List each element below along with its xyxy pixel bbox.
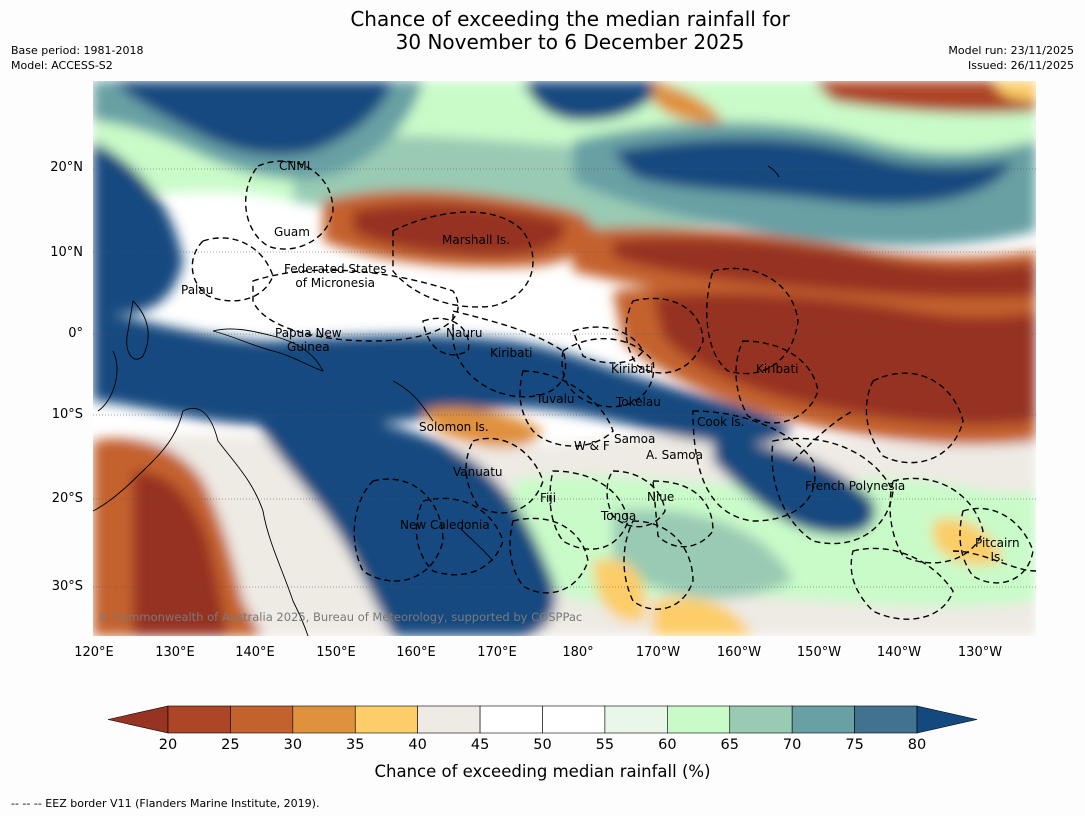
- label-guam: Guam: [274, 225, 310, 239]
- label-fsm-line-2: of Micronesia: [295, 276, 376, 290]
- colorbar-tick-label: 30: [283, 737, 303, 753]
- label-nauru: Nauru: [446, 326, 483, 340]
- label-palau: Palau: [181, 283, 214, 297]
- label-pitcairn-line-1: Pitcairn: [975, 536, 1020, 550]
- label-png-line-2: Guinea: [287, 340, 330, 354]
- lat-label-20n: 20°N: [50, 160, 83, 175]
- colorbar-tick-label: 55: [595, 737, 615, 753]
- colorbar-tick-label: 50: [533, 737, 552, 753]
- colorbar-segment: [167, 705, 231, 734]
- label-marshall-islands: Marshall Is.: [442, 233, 510, 247]
- lon-label-130e: 130°E: [155, 645, 195, 660]
- colorbar-tick-label: 45: [470, 737, 490, 753]
- lon-label-160w: 160°W: [716, 645, 762, 660]
- lat-label-20s: 20°S: [51, 491, 83, 506]
- label-tokelau: Tokelau: [616, 395, 661, 409]
- colorbar-tick-label: 60: [658, 737, 677, 753]
- coastlines: [93, 165, 780, 636]
- label-samoa: Samoa: [614, 432, 656, 446]
- chart-title: Chance of exceeding the median rainfall …: [0, 8, 1085, 54]
- lat-label-10n: 10°N: [50, 245, 83, 260]
- label-french-polynesia: French Polynesia: [805, 479, 906, 493]
- colorbar-segment: [354, 705, 418, 734]
- label-kiribati-central: Kiribati: [611, 362, 654, 376]
- rainfall-map[interactable]: [93, 81, 1036, 636]
- lat-label-10s: 10°S: [51, 407, 83, 422]
- meta-right: Model run: 23/11/2025 Issued: 26/11/2025: [948, 43, 1074, 73]
- title-line-1: Chance of exceeding the median rainfall …: [350, 7, 790, 31]
- label-vanuatu: Vanuatu: [453, 465, 503, 479]
- colorbar-segment: [729, 705, 793, 734]
- lon-label-180: 180°: [562, 645, 594, 660]
- lon-label-140e: 140°E: [235, 645, 275, 660]
- model-run: Model run: 23/11/2025: [948, 44, 1074, 57]
- lat-label-0: 0°: [68, 326, 83, 341]
- lat-label-30s: 30°S: [51, 579, 83, 594]
- label-tuvalu: Tuvalu: [536, 392, 575, 406]
- label-cnmi: CNMI: [279, 159, 311, 173]
- label-kiribati-east: Kiribati: [756, 362, 799, 376]
- lon-label-140w: 140°W: [876, 645, 922, 660]
- colorbar-segment: [230, 705, 294, 734]
- colorbar-segment: [292, 705, 356, 734]
- graticule: [93, 168, 1036, 588]
- colorbar-tick-label: 65: [720, 737, 739, 753]
- rainfall-field: [93, 81, 1036, 636]
- label-png: Papua New Guinea: [275, 326, 342, 354]
- colorbar-segment: [479, 705, 543, 734]
- lon-label-170e: 170°E: [477, 645, 517, 660]
- label-fiji: Fiji: [540, 491, 557, 505]
- colorbar-tick-label: 25: [221, 737, 240, 753]
- colorbar-tick-label: 75: [845, 737, 864, 753]
- base-period: Base period: 1981-2018: [11, 44, 144, 57]
- lon-label-160e: 160°E: [396, 645, 436, 660]
- colorbar-segment: [542, 705, 606, 734]
- label-fsm-line-1: Federated States: [284, 262, 387, 276]
- label-solomon-islands: Solomon Is.: [419, 420, 489, 434]
- label-pitcairn: Pitcairn Is.: [975, 536, 1020, 564]
- colorbar-arrow-low: [107, 705, 169, 734]
- colorbar-segment: [854, 705, 918, 734]
- colorbar-tick-label: 35: [346, 737, 365, 753]
- colorbar: [107, 705, 978, 734]
- lon-label-150e: 150°E: [316, 645, 356, 660]
- colorbar-tick-label: 20: [158, 737, 178, 753]
- lon-label-170w: 170°W: [635, 645, 681, 660]
- label-wallis-futuna: W & F: [574, 439, 610, 453]
- lon-label-150w: 150°W: [796, 645, 842, 660]
- lon-label-130w: 130°W: [957, 645, 1003, 660]
- colorbar-arrow-high: [916, 705, 978, 734]
- label-niue: Niue: [647, 490, 675, 504]
- label-kiribati-west: Kiribati: [490, 346, 533, 360]
- eez-border-note: -- -- -- EEZ border V11 (Flanders Marine…: [11, 797, 320, 810]
- colorbar-segment: [604, 705, 668, 734]
- label-american-samoa: A. Samoa: [646, 448, 703, 462]
- label-pitcairn-line-2: Is.: [990, 550, 1005, 564]
- label-fsm: Federated States of Micronesia: [284, 262, 386, 290]
- colorbar-tick-label: 80: [907, 737, 927, 753]
- model-name: Model: ACCESS-S2: [11, 59, 113, 72]
- title-line-2: 30 November to 6 December 2025: [395, 30, 745, 54]
- map-svg: [93, 81, 1036, 636]
- label-png-line-1: Papua New: [275, 326, 342, 340]
- copyright-notice: © Commonwealth of Australia 2025, Bureau…: [98, 610, 583, 624]
- eez-borders: [191, 160, 1036, 620]
- colorbar-segment: [417, 705, 481, 734]
- meta-left: Base period: 1981-2018 Model: ACCESS-S2: [11, 43, 143, 73]
- colorbar-segment: [667, 705, 731, 734]
- issued-date: Issued: 26/11/2025: [967, 59, 1074, 72]
- colorbar-tick-label: 70: [782, 737, 802, 753]
- label-new-caledonia: New Caledonia: [400, 518, 490, 532]
- colorbar-label: Chance of exceeding median rainfall (%): [374, 762, 711, 781]
- lon-label-120e: 120°E: [74, 645, 114, 660]
- label-cook-islands: Cook Is.: [697, 415, 745, 429]
- colorbar-tick-label: 40: [408, 737, 427, 753]
- label-tonga: Tonga: [601, 509, 637, 523]
- colorbar-segment: [791, 705, 855, 734]
